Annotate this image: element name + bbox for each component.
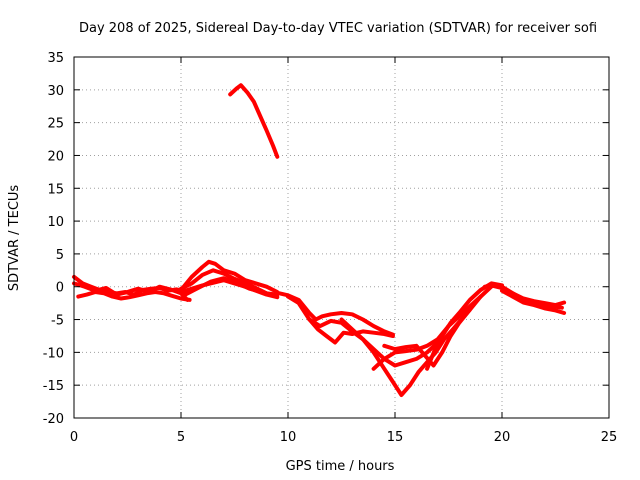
series-track-c bbox=[72, 281, 190, 302]
y-axis-label: SDTVAR / TECUs bbox=[7, 185, 22, 292]
series-track-j bbox=[286, 294, 395, 345]
series-track-h bbox=[228, 83, 280, 159]
x-tick-label: 0 bbox=[70, 430, 78, 445]
x-tick-label: 10 bbox=[280, 430, 297, 445]
y-tick-label: 15 bbox=[47, 182, 64, 197]
y-tick-label: 5 bbox=[56, 248, 64, 263]
x-tick-label: 25 bbox=[601, 430, 618, 445]
data-series-group bbox=[72, 83, 567, 397]
series-track-o bbox=[425, 284, 494, 371]
x-axis-label: GPS time / hours bbox=[286, 459, 395, 474]
grid-lines bbox=[74, 57, 609, 418]
x-tick-label: 5 bbox=[177, 430, 185, 445]
series-track-m bbox=[371, 324, 451, 371]
y-tick-label: 30 bbox=[47, 84, 64, 99]
x-tick-label: 15 bbox=[387, 430, 404, 445]
series-track-r bbox=[489, 283, 567, 308]
y-tick-label: 10 bbox=[47, 215, 64, 230]
y-tick-label: 20 bbox=[47, 149, 64, 164]
y-tick-label: 25 bbox=[47, 117, 64, 132]
y-tick-label: -20 bbox=[43, 412, 64, 427]
series-track-k bbox=[307, 281, 504, 368]
y-tick-label: -10 bbox=[43, 346, 64, 361]
plot-frame bbox=[73, 56, 610, 419]
series-track-q bbox=[500, 288, 567, 315]
y-tick-label: 0 bbox=[56, 281, 64, 296]
x-tick-label: 20 bbox=[494, 430, 511, 445]
series-track-i bbox=[277, 291, 395, 337]
y-tick-label: -15 bbox=[43, 379, 64, 394]
y-tick-label: -5 bbox=[51, 314, 64, 329]
y-tick-label: 35 bbox=[47, 51, 64, 66]
series-track-g bbox=[179, 278, 280, 300]
series-track-d bbox=[179, 259, 280, 294]
axis-ticks: 0 5 10 15 20 25 -20 -15 -10 -5 0 5 10 15 20 25 30 35 bbox=[43, 51, 618, 445]
chart-title: Day 208 of 2025, Sidereal Day-to-day VTE… bbox=[79, 21, 597, 36]
